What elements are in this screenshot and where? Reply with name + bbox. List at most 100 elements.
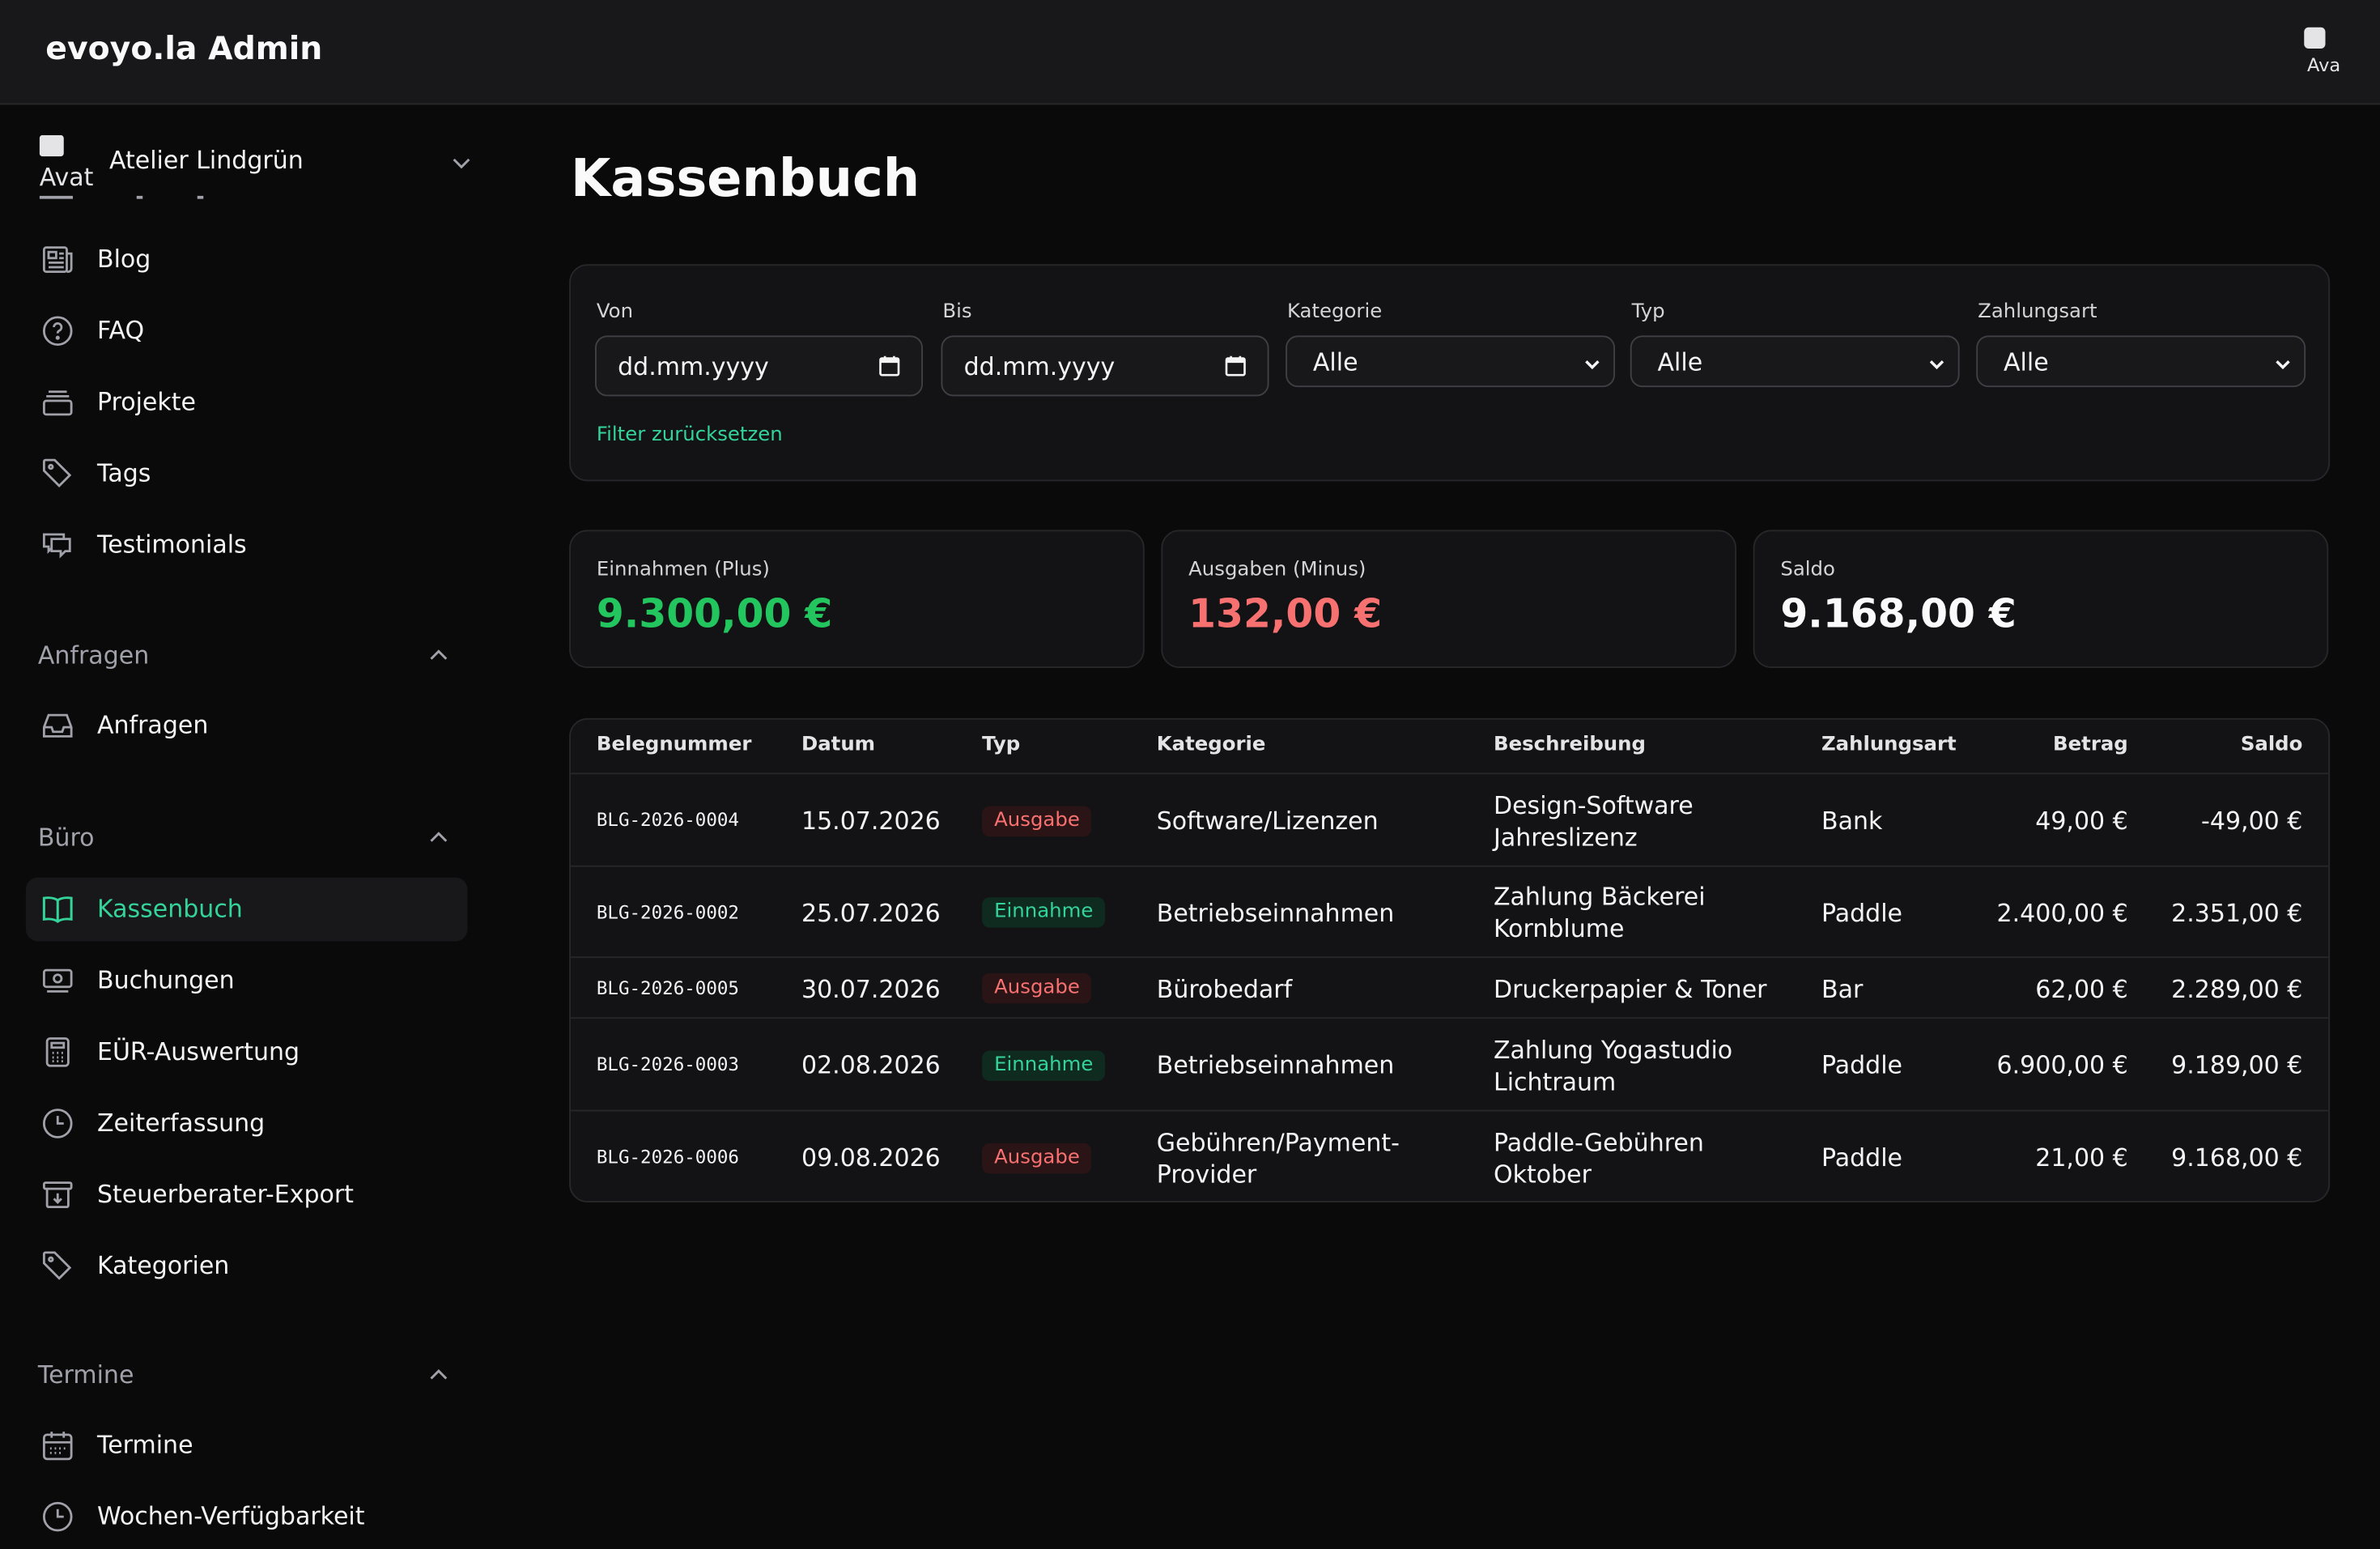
cell-zahlungsart: Bar bbox=[1821, 973, 1864, 1003]
cell-beschreibung-line: Jahreslizenz bbox=[1494, 822, 1638, 851]
sidebar-item-tags[interactable]: Tags bbox=[26, 442, 468, 506]
stat-value: 132,00 € bbox=[1188, 592, 1383, 638]
team-avatar: Avat bbox=[39, 134, 97, 190]
chevron-down-icon bbox=[453, 158, 470, 169]
broken-image-icon bbox=[2304, 27, 2326, 49]
cell-saldo: -49,00 € bbox=[2201, 806, 2303, 836]
sidebar-item-wochen-verfuegbarkeit[interactable]: Wochen-Verfügbarkeit bbox=[26, 1485, 468, 1549]
zahlungsart-select[interactable]: Alle bbox=[1976, 335, 2306, 388]
von-date-input[interactable]: dd.mm.yyyy bbox=[595, 335, 923, 397]
stat-ausgaben: Ausgaben (Minus) 132,00 € bbox=[1161, 530, 1736, 668]
cell-beschreibung-line: Zahlung Yogastudio bbox=[1494, 1034, 1733, 1064]
column-header[interactable]: Belegnummer bbox=[596, 733, 752, 756]
kategorie-label: Kategorie bbox=[1287, 300, 1383, 324]
user-avatar[interactable]: Ava bbox=[2298, 24, 2353, 79]
sidebar-item-label: Wochen-Verfügbarkeit bbox=[97, 1501, 365, 1530]
sidebar-item-steuerberater-export[interactable]: Steuerberater-Export bbox=[26, 1163, 468, 1227]
sidebar-item-label: Termine bbox=[97, 1430, 193, 1459]
sidebar-item-kategorien[interactable]: Kategorien bbox=[26, 1234, 468, 1298]
cell-beschreibung: Design-Software Jahreslizenz bbox=[1494, 789, 1694, 853]
cell-beschreibung-line: Zahlung Bäckerei bbox=[1494, 882, 1706, 911]
cell-beschreibung: Zahlung Yogastudio Lichtraum bbox=[1494, 1033, 1732, 1097]
sidebar-item-blog[interactable]: Blog bbox=[26, 228, 468, 292]
chevron-up-icon bbox=[430, 1369, 448, 1380]
cell-kategorie: Betriebseinnahmen bbox=[1157, 896, 1395, 928]
chat-bubbles-icon bbox=[42, 533, 71, 559]
sidebar-item-termine[interactable]: Termine bbox=[26, 1414, 468, 1478]
cell-kategorie-line: Gebühren/Payment- bbox=[1156, 1127, 1400, 1156]
stat-saldo: Saldo 9.168,00 € bbox=[1753, 530, 2329, 668]
cell-datum: 15.07.2026 bbox=[801, 806, 941, 836]
sidebar-item-zeiterfassung[interactable]: Zeiterfassung bbox=[26, 1092, 468, 1155]
typ-select[interactable]: Alle bbox=[1630, 335, 1960, 388]
sidebar-item-label: EÜR-Auswertung bbox=[97, 1036, 300, 1066]
bis-date-input[interactable]: dd.mm.yyyy bbox=[941, 335, 1269, 397]
sidebar-item-faq[interactable]: FAQ bbox=[26, 299, 468, 363]
sidebar-item-buchungen[interactable]: Buchungen bbox=[26, 949, 468, 1013]
column-header[interactable]: Saldo bbox=[2240, 733, 2303, 756]
sidebar-item-label: Steuerberater-Export bbox=[97, 1179, 354, 1209]
broken-image-icon bbox=[39, 134, 64, 157]
table-row[interactable]: BLG-2026-0002 25.07.2026 Einnahme Betriebse… bbox=[571, 865, 2329, 958]
group-anfragen[interactable]: Anfragen bbox=[38, 638, 451, 674]
table-row[interactable]: BLG-2026-0006 09.08.2026 Ausgabe Gebühren/P… bbox=[571, 1109, 2329, 1202]
group-buero[interactable]: Büro bbox=[38, 820, 451, 857]
bis-date-placeholder: dd.mm.yyyy bbox=[963, 352, 1116, 381]
typ-label: Typ bbox=[1631, 300, 1665, 324]
app-title[interactable]: evoyo.la Admin bbox=[45, 30, 323, 67]
cell-zahlungsart: Paddle bbox=[1821, 898, 1903, 927]
sidebar-item-kassenbuch[interactable]: Kassenbuch bbox=[25, 877, 468, 942]
cell-zahlungsart: Paddle bbox=[1821, 1143, 1903, 1172]
cell-kategorie-line: Betriebseinnahmen bbox=[1156, 898, 1395, 927]
sidebar-item-anfragen[interactable]: Anfragen bbox=[26, 694, 468, 758]
stat-value: 9.300,00 € bbox=[596, 592, 833, 638]
cell-betrag: 2.400,00 € bbox=[1996, 898, 2128, 927]
cell-kategorie-line: Betriebseinnahmen bbox=[1156, 1050, 1395, 1080]
calendar-icon bbox=[42, 1432, 73, 1461]
cell-datum: 02.08.2026 bbox=[801, 1050, 941, 1080]
calendar-icon[interactable] bbox=[1225, 355, 1246, 377]
question-circle-icon bbox=[42, 316, 73, 347]
type-badge: Ausgabe bbox=[982, 972, 1092, 1004]
kategorie-select[interactable]: Alle bbox=[1286, 335, 1615, 388]
calendar-icon[interactable] bbox=[879, 355, 900, 377]
table-row[interactable]: BLG-2026-0005 30.07.2026 Ausgabe Bürobedarf… bbox=[571, 956, 2329, 1019]
reset-filters-link[interactable]: Filter zurücksetzen bbox=[596, 423, 783, 447]
team-avatar-alt: Avat bbox=[39, 162, 94, 190]
page-title: Kassenbuch bbox=[571, 148, 920, 210]
team-switcher[interactable]: Avat Atelier Lindgrün bbox=[36, 132, 486, 199]
kategorie-value: Alle bbox=[1312, 347, 1358, 377]
folder-stack-icon bbox=[42, 390, 73, 416]
zahlungsart-value: Alle bbox=[2004, 347, 2049, 377]
group-termine[interactable]: Termine bbox=[38, 1357, 451, 1394]
cell-zahlungsart: Paddle bbox=[1821, 1050, 1903, 1080]
column-header[interactable]: Betrag bbox=[2053, 733, 2128, 756]
sidebar-item-projekte[interactable]: Projekte bbox=[26, 371, 468, 435]
cell-beschreibung: Paddle-Gebühren Oktober bbox=[1494, 1126, 1704, 1189]
sidebar-item-label: FAQ bbox=[97, 316, 145, 345]
sidebar-item-testimonials[interactable]: Testimonials bbox=[26, 513, 468, 577]
scrolled-item-remnant bbox=[39, 189, 222, 205]
column-header[interactable]: Kategorie bbox=[1156, 733, 1266, 756]
cell-datum: 09.08.2026 bbox=[801, 1143, 941, 1172]
tag-icon bbox=[42, 1251, 72, 1280]
table-row[interactable]: BLG-2026-0004 15.07.2026 Ausgabe Software/L… bbox=[571, 772, 2329, 866]
cell-datum: 30.07.2026 bbox=[801, 973, 941, 1003]
column-header[interactable]: Typ bbox=[982, 733, 1021, 756]
user-avatar-alt: Ava bbox=[2307, 54, 2341, 76]
chevron-down-icon bbox=[2276, 360, 2290, 370]
column-header[interactable]: Beschreibung bbox=[1494, 733, 1646, 756]
column-header[interactable]: Zahlungsart bbox=[1821, 733, 1957, 756]
cell-beschreibung-line: Oktober bbox=[1494, 1159, 1592, 1189]
table-row[interactable]: BLG-2026-0003 02.08.2026 Einnahme Betriebse… bbox=[571, 1017, 2329, 1111]
column-header[interactable]: Datum bbox=[801, 733, 876, 756]
stat-einnahmen: Einnahmen (Plus) 9.300,00 € bbox=[569, 530, 1145, 668]
sidebar-item-label: Kassenbuch bbox=[97, 894, 243, 923]
cell-kategorie-line: Provider bbox=[1156, 1159, 1257, 1189]
chevron-up-icon bbox=[430, 832, 448, 842]
sidebar-item-eur-auswertung[interactable]: EÜR-Auswertung bbox=[26, 1020, 468, 1084]
team-name: Atelier Lindgrün bbox=[109, 146, 304, 175]
sidebar-item-label: Zeiterfassung bbox=[97, 1108, 266, 1138]
type-badge: Ausgabe bbox=[982, 805, 1092, 836]
